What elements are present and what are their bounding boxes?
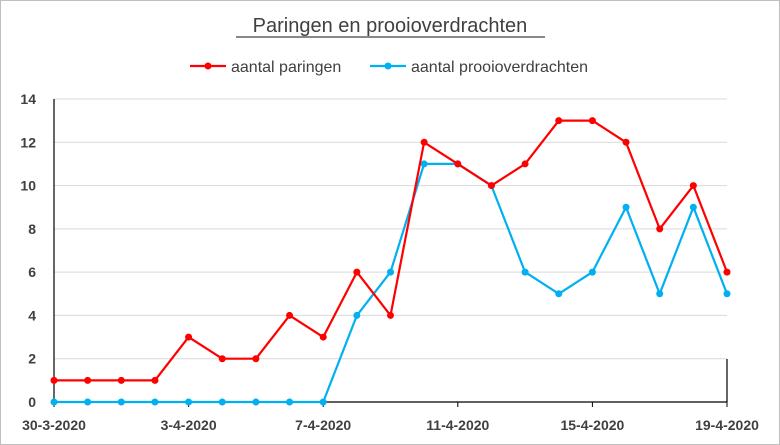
data-point-prooioverdrachten [319, 398, 327, 406]
data-point-prooioverdrachten [521, 268, 529, 276]
data-point-prooioverdrachten [353, 311, 361, 319]
legend-label-paringen: aantal paringen [231, 59, 341, 76]
y-tick-label: 4 [28, 307, 36, 323]
data-point-prooioverdrachten [117, 398, 125, 406]
data-point-prooioverdrachten [218, 398, 226, 406]
legend-item-paringen: aantal paringen [190, 59, 341, 76]
gridlines [54, 98, 727, 360]
data-point-paringen [521, 160, 529, 168]
data-point-paringen [454, 160, 462, 168]
data-point-prooioverdrachten [185, 398, 193, 406]
legend-swatch-paringen-marker [204, 62, 212, 70]
x-tick-label: 19-4-2020 [695, 417, 759, 433]
y-axis-tick-labels: 0 2 4 6 8 10 12 14 [20, 91, 36, 410]
y-tick-label: 8 [28, 221, 36, 237]
y-tick-label: 2 [28, 351, 36, 367]
y-tick-label: 14 [20, 91, 36, 107]
data-point-paringen [50, 376, 58, 384]
legend: aantal paringen aantal prooioverdrachten [190, 59, 588, 76]
series-layer [50, 117, 731, 406]
x-axis-tick-labels: 30-3-2020 3-4-2020 7-4-2020 11-4-2020 15-4-2… [22, 402, 759, 433]
data-point-paringen [218, 355, 226, 363]
data-point-paringen [689, 182, 697, 190]
series-paringen [50, 117, 731, 384]
x-tick-label: 7-4-2020 [295, 417, 351, 433]
data-point-prooioverdrachten [84, 398, 92, 406]
x-tick-label: 11-4-2020 [426, 417, 489, 433]
data-point-paringen [656, 225, 664, 233]
data-point-paringen [723, 268, 731, 276]
data-point-paringen [252, 355, 260, 363]
data-point-paringen [84, 376, 92, 384]
data-point-paringen [588, 117, 596, 125]
data-point-paringen [555, 117, 563, 125]
data-point-prooioverdrachten [151, 398, 159, 406]
data-point-paringen [487, 182, 495, 190]
data-point-prooioverdrachten [656, 290, 664, 298]
data-point-paringen [151, 376, 159, 384]
data-point-prooioverdrachten [420, 160, 428, 168]
data-point-prooioverdrachten [286, 398, 294, 406]
legend-swatch-prooi-marker [384, 62, 392, 70]
data-point-prooioverdrachten [387, 268, 394, 276]
legend-label-prooioverdrachten: aantal prooioverdrachten [411, 59, 588, 76]
data-point-prooioverdrachten [50, 398, 58, 406]
data-point-prooioverdrachten [555, 290, 563, 298]
data-point-paringen [387, 311, 394, 319]
y-tick-label: 10 [20, 178, 36, 194]
x-tick-label: 30-3-2020 [22, 417, 86, 433]
data-point-paringen [622, 138, 630, 146]
series-line-prooioverdrachten [54, 162, 729, 404]
data-point-paringen [353, 268, 361, 276]
data-point-prooioverdrachten [252, 398, 260, 406]
x-tick-label: 3-4-2020 [161, 417, 217, 433]
data-point-prooioverdrachten [723, 290, 731, 298]
y-tick-label: 6 [28, 264, 36, 280]
data-point-paringen [286, 311, 294, 319]
data-point-prooioverdrachten [622, 203, 630, 211]
data-point-paringen [117, 376, 125, 384]
legend-item-prooioverdrachten: aantal prooioverdrachten [370, 59, 588, 76]
data-point-paringen [319, 333, 327, 341]
data-point-prooioverdrachten [689, 203, 697, 211]
data-point-paringen [420, 138, 428, 146]
chart-title: Paringen en prooioverdrachten [253, 15, 528, 37]
series-prooioverdrachten [50, 160, 731, 406]
y-tick-label: 12 [20, 134, 36, 150]
x-tick-label: 15-4-2020 [560, 417, 624, 433]
series-line-paringen [54, 119, 729, 382]
y-tick-label: 0 [28, 394, 36, 410]
data-point-prooioverdrachten [588, 268, 596, 276]
data-point-paringen [185, 333, 193, 341]
